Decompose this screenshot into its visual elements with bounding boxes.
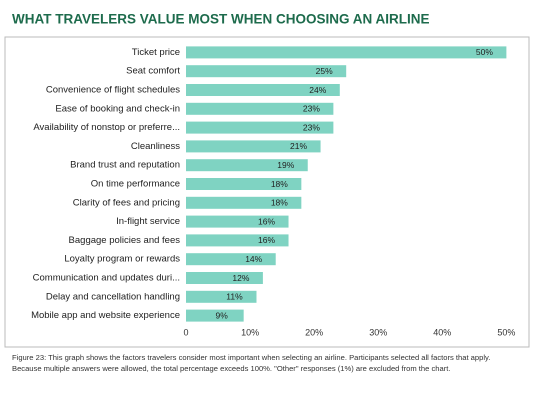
value-label: 9% [216,310,229,320]
bar [186,290,257,303]
bar [186,253,276,266]
value-label: 16% [258,235,275,245]
category-label: Communication and updates duri... [33,273,180,284]
x-tick-label: 40% [433,327,451,337]
value-label: 14% [245,254,262,264]
chart-frame [4,36,530,348]
chart-title: WHAT TRAVELERS VALUE MOST WHEN CHOOSING … [12,12,430,27]
value-label: 25% [316,66,333,76]
value-label: 23% [303,122,320,132]
bar [186,272,263,284]
category-label: Baggage policies and fees [69,235,181,246]
bar [186,46,507,59]
category-label: Availability of nonstop or preferre... [33,122,180,133]
x-tick-label: 10% [241,327,259,337]
value-label: 16% [258,216,275,226]
value-label: 50% [476,47,493,57]
category-label: In-flight service [116,216,180,227]
bar [186,178,302,190]
value-label: 18% [271,179,288,189]
value-label: 21% [290,141,307,151]
bar [186,215,289,228]
x-tick-label: 0 [183,327,188,337]
category-label: Loyalty program or rewards [64,254,180,265]
category-label: Ticket price [132,47,180,58]
value-label: 18% [271,198,288,208]
bar [186,84,340,96]
value-label: 12% [232,273,249,283]
bar [186,121,334,134]
bar [186,196,302,209]
value-label: 11% [226,292,243,302]
value-label: 19% [277,160,294,170]
category-label: Brand trust and reputation [70,160,180,171]
bar [186,309,244,322]
category-label: Seat comfort [126,66,180,77]
category-label: Clarity of fees and pricing [73,197,180,208]
bar [186,140,321,153]
caption: Figure 23: This graph shows the factors … [12,353,491,373]
bar [186,159,308,172]
value-label: 23% [303,104,320,114]
x-tick-label: 50% [497,327,515,337]
x-tick-label: 20% [305,327,323,337]
category-label: On time performance [91,179,180,190]
category-label: Cleanliness [131,141,180,152]
bar [186,102,334,115]
bar [186,234,289,247]
x-tick-label: 30% [369,327,387,337]
category-label: Delay and cancellation handling [46,291,180,302]
value-label: 24% [309,85,326,95]
category-label: Ease of booking and check-in [55,103,180,114]
category-label: Mobile app and website experience [31,310,180,321]
bar [186,65,347,78]
category-label: Convenience of flight schedules [46,85,180,96]
